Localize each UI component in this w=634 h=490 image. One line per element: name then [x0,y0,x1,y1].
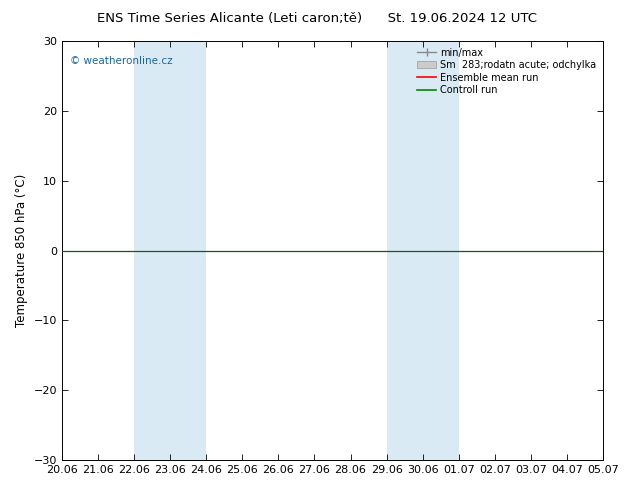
Legend: min/max, Sm  283;rodatn acute; odchylka, Ensemble mean run, Controll run: min/max, Sm 283;rodatn acute; odchylka, … [415,46,598,97]
Bar [134,41,206,460]
Text: © weatheronline.cz: © weatheronline.cz [70,56,172,66]
Y-axis label: Temperature 850 hPa (°C): Temperature 850 hPa (°C) [15,174,28,327]
Text: ENS Time Series Alicante (Leti caron;tě)      St. 19.06.2024 12 UTC: ENS Time Series Alicante (Leti caron;tě)… [97,12,537,25]
Bar [387,41,459,460]
